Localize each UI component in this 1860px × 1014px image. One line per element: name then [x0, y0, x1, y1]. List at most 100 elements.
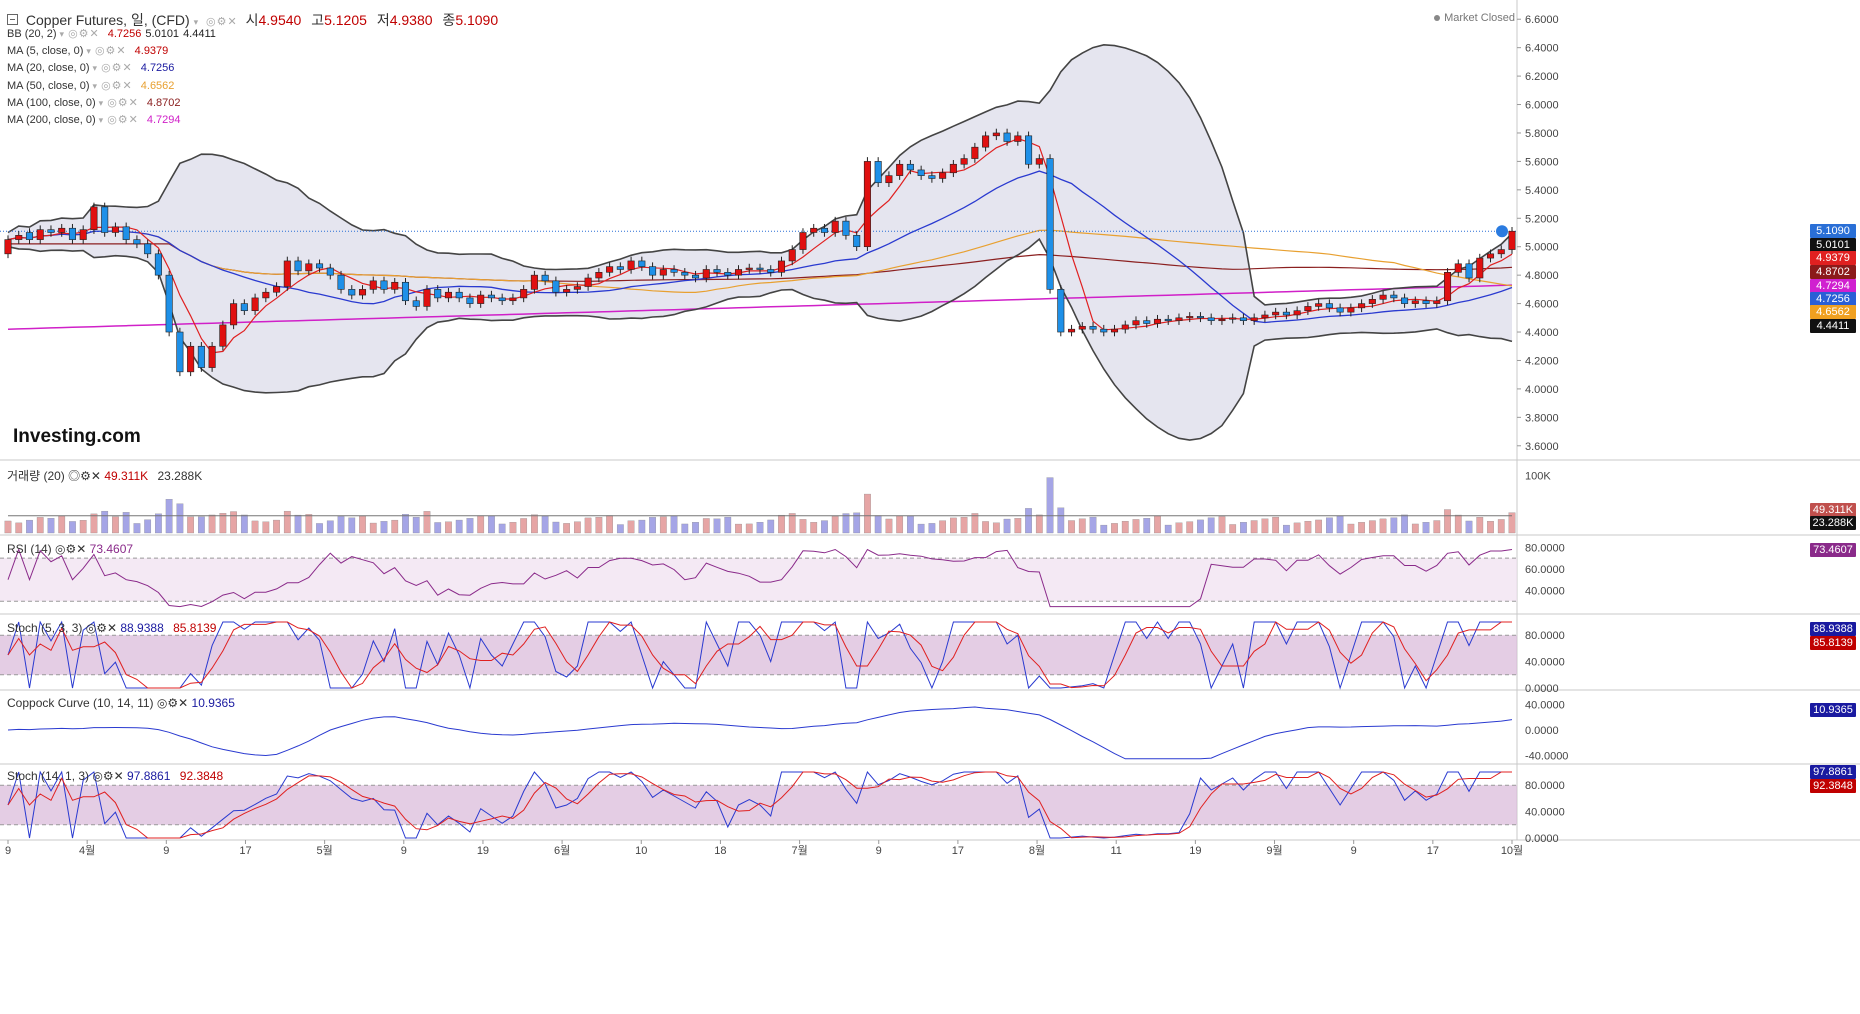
- volume-bar: [1368, 520, 1376, 534]
- x-tick-label: 6월: [554, 844, 570, 857]
- legend-row[interactable]: MA (100, close, 0) ▾ ◎⚙✕ 4.8702: [7, 96, 181, 109]
- settings-icons[interactable]: ◎⚙✕: [206, 16, 238, 28]
- legend-row[interactable]: MA (200, close, 0) ▾ ◎⚙✕ 4.7294: [7, 113, 181, 126]
- volume-bar: [874, 515, 882, 534]
- minus-square-icon[interactable]: [7, 14, 18, 25]
- volume-bar: [1035, 514, 1043, 534]
- legend-row[interactable]: MA (20, close, 0) ▾ ◎⚙✕ 4.7256: [7, 61, 174, 74]
- rsi-settings-icons[interactable]: ◎⚙✕: [55, 542, 87, 556]
- indicator-settings-icons[interactable]: ◎⚙✕: [101, 62, 133, 75]
- y-tick-label: 4.6000: [1525, 299, 1559, 311]
- volume-bar: [853, 512, 861, 534]
- indicator-settings-icons[interactable]: ◎⚙✕: [107, 96, 139, 109]
- candle-body: [1153, 318, 1162, 324]
- indicator-name: MA (5, close, 0): [7, 45, 84, 58]
- indicator-settings-icons[interactable]: ◎⚙✕: [94, 45, 127, 58]
- x-tick-label: 5월: [317, 844, 333, 857]
- candle-body: [294, 260, 302, 272]
- chevron-down-icon[interactable]: ▾: [98, 115, 104, 125]
- candle-body: [1347, 307, 1355, 313]
- volume-bar: [531, 514, 538, 534]
- candle-body: [1218, 318, 1226, 322]
- volume-settings-icons[interactable]: ◎⚙✕: [68, 469, 101, 483]
- stoch1-title: Stoch (5, 3, 3): [7, 621, 83, 635]
- volume-bar: [702, 518, 710, 534]
- y-tick-label: 0.0000: [1525, 725, 1559, 737]
- chevron-down-icon[interactable]: ▾: [193, 17, 199, 27]
- stoch1-settings-icons[interactable]: ◎⚙✕: [85, 621, 118, 635]
- y-tick-label: 0.0000: [1525, 833, 1559, 845]
- ohlc-low-label: 저: [376, 12, 390, 28]
- candle-body: [1025, 135, 1033, 165]
- ohlc-close-label: 종: [442, 12, 456, 28]
- chevron-down-icon[interactable]: ▾: [98, 97, 104, 108]
- rsi-pane-title: RSI (14) ◎⚙✕ 73.4607: [7, 542, 133, 556]
- candle-body: [36, 229, 44, 240]
- volume-value-2: 23.288K: [157, 469, 203, 483]
- chevron-down-icon[interactable]: ▾: [92, 63, 98, 74]
- legend-row[interactable]: MA (50, close, 0) ▾ ◎⚙✕ 4.6562: [7, 79, 174, 92]
- ohlc-high-label: 고: [311, 12, 325, 28]
- x-tick-label: 9: [5, 845, 11, 857]
- y-tick-label: 40.0000: [1525, 807, 1565, 819]
- candle-body: [1229, 317, 1237, 320]
- volume-bar: [1379, 518, 1387, 534]
- y-tick-label: 3.6000: [1525, 441, 1559, 453]
- stoch1-d-line: [7, 621, 1512, 689]
- volume-bar: [1315, 519, 1323, 534]
- candle-body: [58, 227, 66, 233]
- coppock-title: Coppock Curve (10, 14, 11): [7, 696, 154, 710]
- candle-body: [380, 280, 388, 290]
- ohlc-open-value: 4.9540: [258, 12, 302, 28]
- legend-row[interactable]: MA (5, close, 0) ▾ ◎⚙✕ 4.9379: [7, 44, 168, 57]
- bollinger-band-fill: [8, 44, 1512, 441]
- candle-body: [541, 274, 549, 282]
- chevron-down-icon[interactable]: ▾: [86, 46, 91, 57]
- volume-bar: [1390, 517, 1398, 534]
- y-tick-label: 5.6000: [1525, 156, 1559, 168]
- stoch2-tag: 97.8861: [1810, 765, 1856, 779]
- volume-bar: [595, 517, 603, 534]
- volume-bar: [1240, 522, 1247, 534]
- candle-body: [992, 132, 1000, 137]
- stoch2-settings-icons[interactable]: ◎⚙✕: [92, 769, 124, 783]
- volume-bar: [101, 510, 109, 534]
- candle-body: [960, 158, 968, 165]
- volume-bar: [724, 516, 732, 534]
- candle-body: [358, 289, 367, 296]
- candle-body: [681, 272, 689, 276]
- volume-bar: [552, 521, 560, 534]
- price-tag: 4.4411: [1810, 319, 1856, 333]
- candle-body: [659, 269, 667, 276]
- stoch2-tag: 92.3848: [1810, 779, 1856, 793]
- candle-body: [530, 274, 538, 290]
- candle-body: [165, 274, 173, 333]
- volume-bar: [1014, 518, 1022, 534]
- candle-body: [1089, 326, 1097, 330]
- candle-body: [240, 303, 248, 312]
- volume-bar: [1111, 523, 1118, 534]
- volume-bar: [1218, 516, 1226, 534]
- volume-bar: [1422, 522, 1430, 534]
- coppock-settings-icons[interactable]: ◎⚙✕: [156, 696, 189, 710]
- candle-body: [724, 272, 732, 276]
- stoch1-value-k: 88.9388: [120, 621, 164, 635]
- volume-bar: [939, 520, 947, 534]
- indicator-value: 4.6562: [140, 79, 175, 92]
- ma50-line: [7, 229, 1513, 293]
- chevron-down-icon[interactable]: ▾: [92, 80, 98, 91]
- legend-row[interactable]: BB (20, 2) ▾ ◎⚙✕ 4.7256 5.0101 4.4411: [7, 27, 216, 40]
- indicator-settings-icons[interactable]: ◎⚙✕: [107, 114, 139, 126]
- candle-body: [1486, 253, 1495, 259]
- chevron-down-icon[interactable]: ▾: [59, 29, 65, 39]
- indicator-settings-icons[interactable]: ◎⚙✕: [101, 79, 133, 92]
- candle-body: [25, 232, 34, 240]
- indicator-settings-icons[interactable]: ◎⚙✕: [68, 28, 100, 40]
- volume-bar: [380, 521, 388, 534]
- symbol-title[interactable]: Copper Futures, 일, (CFD): [25, 12, 190, 28]
- y-tick-label: 5.8000: [1525, 128, 1559, 140]
- indicator-value: 4.4411: [183, 28, 216, 40]
- volume-bar: [1261, 518, 1269, 534]
- coppock-pane-title: Coppock Curve (10, 14, 11) ◎⚙✕ 10.9365: [7, 696, 235, 710]
